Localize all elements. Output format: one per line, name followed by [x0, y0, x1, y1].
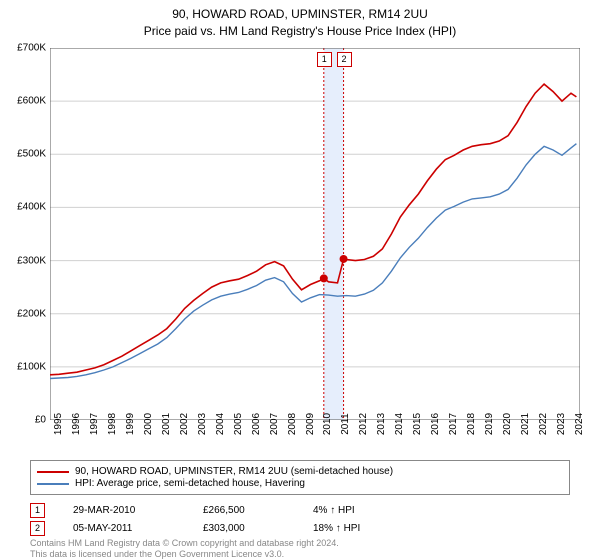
legend-row: HPI: Average price, semi-detached house,… — [37, 478, 563, 489]
x-tick-label: 2004 — [215, 413, 226, 435]
title-line2: Price paid vs. HM Land Registry's House … — [0, 23, 600, 40]
sale-badge: 2 — [30, 521, 45, 536]
x-tick-label: 2010 — [322, 413, 333, 435]
sale-delta: 18% ↑ HPI — [313, 523, 443, 534]
sale-price: £266,500 — [203, 505, 313, 516]
chart-area: £0£100K£200K£300K£400K£500K£600K£700K199… — [50, 48, 580, 420]
x-tick-label: 2012 — [358, 413, 369, 435]
sale-marker-badge: 1 — [317, 52, 332, 67]
sale-delta: 4% ↑ HPI — [313, 505, 443, 516]
x-tick-label: 2015 — [412, 413, 423, 435]
footer-line1: Contains HM Land Registry data © Crown c… — [30, 538, 339, 549]
x-tick-label: 2014 — [394, 413, 405, 435]
sales-table: 1 29-MAR-2010 £266,500 4% ↑ HPI 2 05-MAY… — [30, 500, 443, 539]
footer: Contains HM Land Registry data © Crown c… — [30, 538, 339, 560]
y-tick-label: £100K — [17, 361, 46, 372]
legend-swatch-red — [37, 471, 69, 473]
x-tick-label: 1996 — [71, 413, 82, 435]
x-tick-label: 2007 — [269, 413, 280, 435]
plot-svg — [50, 48, 580, 420]
x-tick-label: 2002 — [179, 413, 190, 435]
x-tick-label: 2024 — [574, 413, 585, 435]
chart-container: 90, HOWARD ROAD, UPMINSTER, RM14 2UU Pri… — [0, 0, 600, 560]
y-tick-label: £200K — [17, 308, 46, 319]
x-tick-label: 2019 — [484, 413, 495, 435]
legend-row: 90, HOWARD ROAD, UPMINSTER, RM14 2UU (se… — [37, 466, 563, 477]
x-tick-label: 2021 — [520, 413, 531, 435]
sale-price: £303,000 — [203, 523, 313, 534]
footer-line2: This data is licensed under the Open Gov… — [30, 549, 339, 560]
y-tick-label: £400K — [17, 202, 46, 213]
title-block: 90, HOWARD ROAD, UPMINSTER, RM14 2UU Pri… — [0, 0, 600, 40]
legend-box: 90, HOWARD ROAD, UPMINSTER, RM14 2UU (se… — [30, 460, 570, 495]
y-tick-label: £600K — [17, 96, 46, 107]
sale-badge: 1 — [30, 503, 45, 518]
x-tick-label: 2001 — [161, 413, 172, 435]
x-tick-label: 2022 — [538, 413, 549, 435]
sale-marker-badge: 2 — [337, 52, 352, 67]
x-tick-label: 2006 — [251, 413, 262, 435]
x-tick-label: 2020 — [502, 413, 513, 435]
y-tick-label: £300K — [17, 255, 46, 266]
x-tick-label: 1999 — [125, 413, 136, 435]
sales-row: 1 29-MAR-2010 £266,500 4% ↑ HPI — [30, 503, 443, 518]
x-tick-label: 1998 — [107, 413, 118, 435]
x-tick-label: 2011 — [340, 413, 351, 435]
x-tick-label: 2013 — [376, 413, 387, 435]
sale-date: 05-MAY-2011 — [73, 523, 203, 534]
x-tick-label: 2016 — [430, 413, 441, 435]
sales-row: 2 05-MAY-2011 £303,000 18% ↑ HPI — [30, 521, 443, 536]
legend-label: HPI: Average price, semi-detached house,… — [75, 478, 305, 489]
y-tick-label: £700K — [17, 43, 46, 54]
x-tick-label: 2000 — [143, 413, 154, 435]
x-tick-label: 2023 — [556, 413, 567, 435]
y-tick-label: £0 — [35, 415, 46, 426]
x-tick-label: 2018 — [466, 413, 477, 435]
x-tick-label: 1997 — [89, 413, 100, 435]
legend-swatch-blue — [37, 483, 69, 485]
title-line1: 90, HOWARD ROAD, UPMINSTER, RM14 2UU — [0, 6, 600, 23]
sale-date: 29-MAR-2010 — [73, 505, 203, 516]
x-tick-label: 1995 — [53, 413, 64, 435]
x-tick-label: 2017 — [448, 413, 459, 435]
legend-label: 90, HOWARD ROAD, UPMINSTER, RM14 2UU (se… — [75, 466, 393, 477]
x-tick-label: 2003 — [197, 413, 208, 435]
y-tick-label: £500K — [17, 149, 46, 160]
x-tick-label: 2009 — [305, 413, 316, 435]
x-tick-label: 2008 — [287, 413, 298, 435]
x-tick-label: 2005 — [233, 413, 244, 435]
